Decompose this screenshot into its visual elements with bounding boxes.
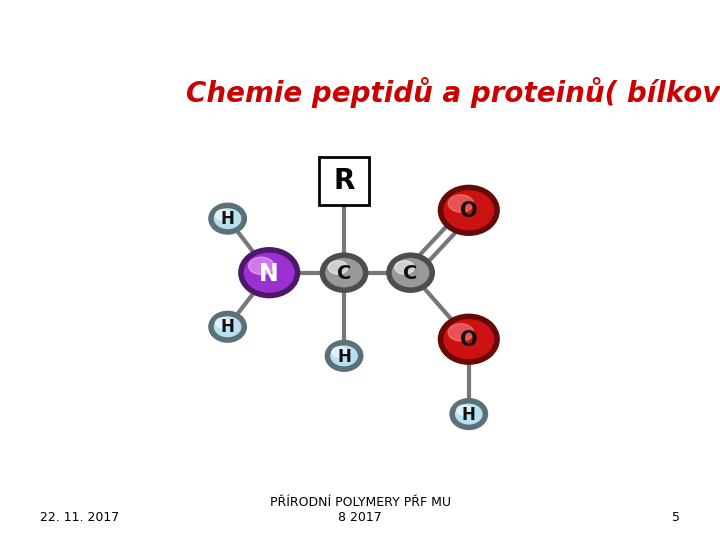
Text: H: H	[337, 348, 351, 366]
Ellipse shape	[328, 342, 361, 369]
Ellipse shape	[328, 261, 348, 274]
Ellipse shape	[211, 205, 244, 232]
Text: R: R	[333, 167, 355, 195]
Ellipse shape	[456, 405, 472, 415]
Ellipse shape	[211, 313, 244, 340]
Ellipse shape	[441, 316, 497, 362]
Ellipse shape	[448, 323, 474, 341]
Text: 22. 11. 2017: 22. 11. 2017	[40, 511, 119, 524]
Ellipse shape	[241, 250, 297, 295]
FancyBboxPatch shape	[319, 157, 369, 205]
Text: N: N	[259, 262, 279, 286]
Text: H: H	[221, 210, 235, 228]
Text: PŘÍRODNÍ POLYMERY PŘF MU
8 2017: PŘÍRODNÍ POLYMERY PŘF MU 8 2017	[269, 496, 451, 524]
Ellipse shape	[441, 187, 497, 233]
Ellipse shape	[215, 318, 230, 328]
Ellipse shape	[395, 261, 414, 274]
Ellipse shape	[332, 347, 347, 357]
Text: H: H	[221, 319, 235, 336]
Text: C: C	[403, 264, 418, 283]
Text: 5: 5	[672, 511, 680, 524]
Text: H: H	[462, 406, 476, 424]
Ellipse shape	[452, 401, 485, 427]
Text: O: O	[460, 330, 477, 350]
Ellipse shape	[215, 210, 230, 220]
Text: C: C	[337, 264, 351, 283]
Ellipse shape	[248, 257, 274, 274]
Text: Chemie peptidů a proteinů( bílkovin): Chemie peptidů a proteinů( bílkovin)	[186, 77, 720, 109]
Ellipse shape	[448, 195, 474, 212]
Ellipse shape	[323, 255, 366, 290]
Text: O: O	[460, 201, 477, 221]
Ellipse shape	[389, 255, 432, 290]
